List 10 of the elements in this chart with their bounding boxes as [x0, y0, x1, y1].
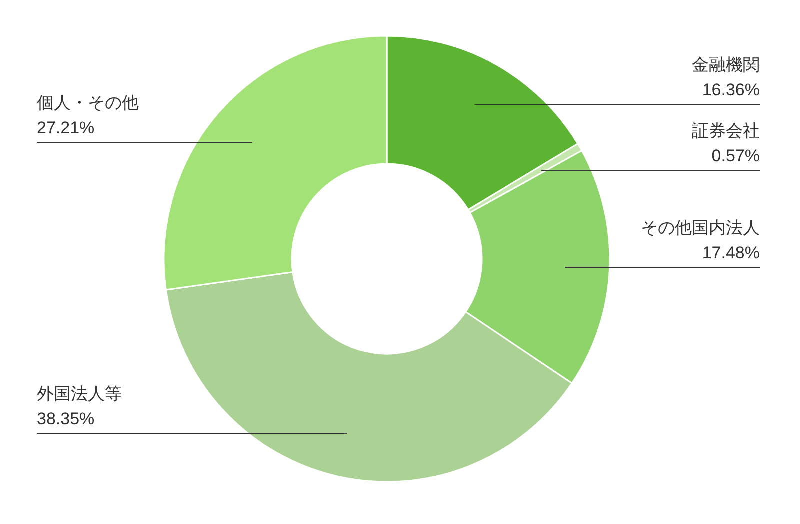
- slice-label: 証券会社: [692, 122, 760, 140]
- data-label: 27.21%: [37, 118, 95, 138]
- data-label: 38.35%: [37, 410, 95, 428]
- data-label: 16.36%: [702, 80, 760, 100]
- data-label: 17.48%: [702, 244, 760, 262]
- slice-label: 個人・その他: [37, 94, 139, 112]
- slice-label: その他国内法人: [641, 218, 760, 238]
- slice-label: 金融機関: [692, 56, 760, 74]
- slice-label: 外国法人等: [37, 384, 122, 404]
- data-label: 0.57%: [712, 146, 760, 166]
